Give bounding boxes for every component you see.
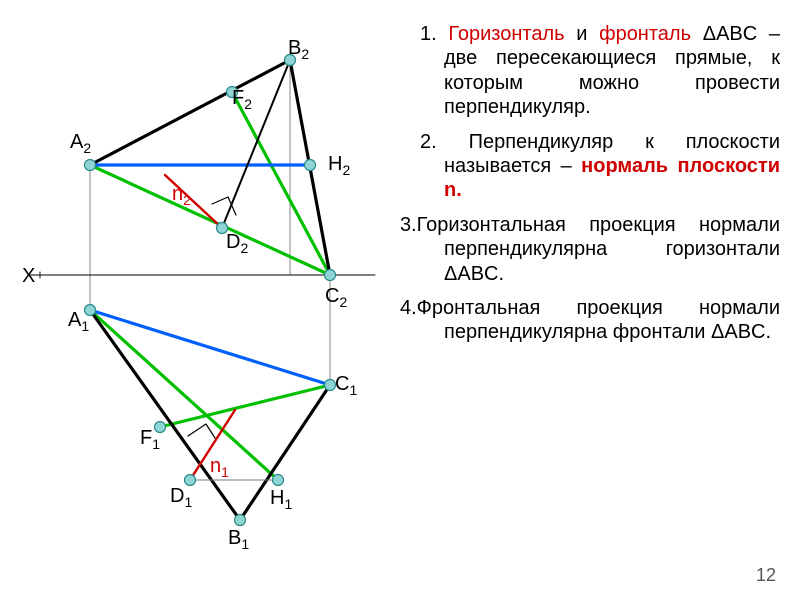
horizontal-h1-a1h1: [90, 310, 278, 480]
line-b2d2: [222, 60, 290, 228]
p1-mid: и: [565, 23, 600, 45]
paragraph-2: 2. Перпендикуляр к плоскости называется …: [400, 130, 780, 203]
diagram-svg: XA2B2C2A1B1C1D2D1F2F1H2H1n2n1: [10, 20, 390, 550]
point-a2: [85, 160, 96, 171]
label-h1: H1: [270, 487, 292, 512]
point-f1: [155, 422, 166, 433]
label-f2: F2: [232, 87, 252, 112]
label-c1: C1: [335, 373, 357, 398]
point-d1: [185, 475, 196, 486]
label-b1: B1: [228, 527, 249, 550]
p1-red-horizontal: Горизонталь: [448, 23, 564, 45]
label-x: X: [22, 265, 35, 287]
point-h2: [305, 160, 316, 171]
label-c2: C2: [325, 285, 347, 310]
point-b1: [235, 515, 246, 526]
text-column: 1. Горизонталь и фронталь ΔABC – две пер…: [400, 22, 780, 355]
label-d1: D1: [170, 485, 192, 510]
p1-red-frontal: фронталь: [599, 23, 691, 45]
geometry-diagram: XA2B2C2A1B1C1D2D1F2F1H2H1n2n1: [10, 20, 390, 540]
paragraph-4: 4.Фронтальная проекция нормали перпендик…: [400, 296, 780, 345]
slide: XA2B2C2A1B1C1D2D1F2F1H2H1n2n1 1. Горизон…: [0, 0, 800, 600]
point-a1: [85, 305, 96, 316]
label-n2: n2: [172, 183, 191, 208]
point-c1: [325, 380, 336, 391]
paragraph-3: 3.Горизонтальная проекция нормали перпен…: [400, 213, 780, 286]
slide-number: 12: [756, 565, 776, 586]
point-c2: [325, 270, 336, 281]
frontal-f2-a2c2: [90, 165, 330, 275]
label-h2: H2: [328, 153, 350, 178]
paragraph-1: 1. Горизонталь и фронталь ΔABC – две пер…: [400, 22, 780, 120]
p1-number: 1.: [420, 23, 448, 45]
edge-a2b2: [90, 60, 290, 165]
label-n1: n1: [210, 455, 229, 480]
line-a1c1-blue: [90, 310, 330, 385]
perp-marker-1: [188, 424, 215, 438]
p2-number: 2.: [420, 131, 437, 153]
point-h1: [273, 475, 284, 486]
label-b2: B2: [288, 37, 309, 62]
edge-a1b1: [90, 310, 240, 520]
label-a2: A2: [70, 131, 91, 156]
